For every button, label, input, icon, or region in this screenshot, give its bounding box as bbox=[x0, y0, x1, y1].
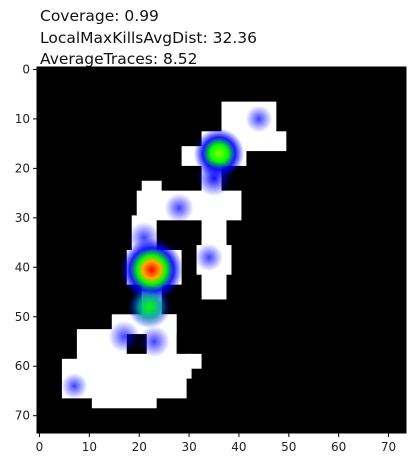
heat-hotspot-7 bbox=[164, 193, 194, 223]
y-tick-label-4: 40 bbox=[15, 260, 30, 274]
x-tick-label-0: 0 bbox=[36, 440, 44, 454]
heat-hotspot-9 bbox=[245, 105, 273, 133]
y-tick-label-5: 50 bbox=[15, 310, 30, 324]
heat-hotspot-8 bbox=[195, 243, 223, 272]
y-tick-label-7: 70 bbox=[15, 409, 30, 423]
title-coverage: Coverage: 0.99 bbox=[40, 7, 159, 25]
x-tick-label-5: 50 bbox=[281, 440, 296, 454]
y-axis: 0 10 20 30 40 50 60 70 bbox=[15, 62, 37, 423]
heat-layer bbox=[61, 105, 273, 400]
x-tick-label-7: 70 bbox=[381, 440, 396, 454]
heat-hotspot-3 bbox=[196, 160, 232, 197]
y-tick-label-1: 10 bbox=[15, 112, 30, 126]
plot-frame bbox=[36, 66, 407, 434]
y-tick-label-2: 20 bbox=[15, 161, 30, 175]
heat-hotspot-5 bbox=[138, 325, 170, 358]
heat-hotspot-10 bbox=[61, 372, 88, 400]
heat-hotspot-0 bbox=[120, 238, 184, 302]
y-tick-label-3: 30 bbox=[15, 211, 30, 225]
x-tick-label-4: 40 bbox=[231, 440, 246, 454]
y-tick-label-6: 60 bbox=[15, 359, 30, 373]
x-tick-label-6: 60 bbox=[331, 440, 346, 454]
explored-region-18 bbox=[91, 373, 157, 409]
x-axis: 0 10 20 30 40 50 60 70 bbox=[36, 433, 396, 454]
x-tick-label-2: 20 bbox=[132, 440, 147, 454]
title-local-max-kills: LocalMaxKillsAvgDist: 32.36 bbox=[40, 29, 257, 47]
heat-hotspot-2 bbox=[127, 285, 171, 329]
explored-region-16 bbox=[186, 353, 202, 369]
x-tick-label-1: 10 bbox=[82, 440, 97, 454]
heat-hotspot-6 bbox=[128, 221, 160, 254]
explored-region-7 bbox=[201, 215, 227, 246]
x-tick-label-3: 30 bbox=[181, 440, 196, 454]
y-tick-label-0: 0 bbox=[22, 62, 30, 76]
title-average-traces: AverageTraces: 8.52 bbox=[40, 50, 198, 68]
heat-hotspot-4 bbox=[108, 320, 140, 353]
